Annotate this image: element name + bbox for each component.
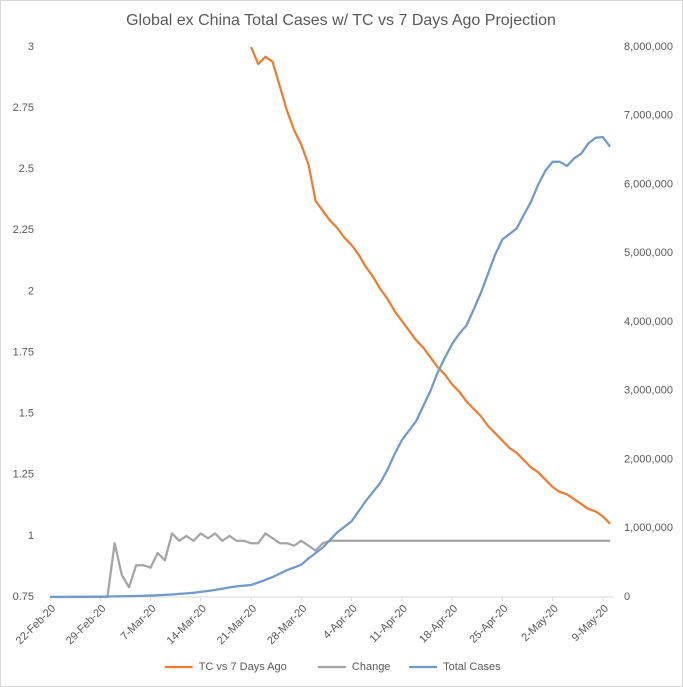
- legend-label: Total Cases: [443, 661, 501, 673]
- y-tick-label: 2: [28, 285, 34, 297]
- y-tick-label: 3: [28, 41, 34, 53]
- y2-tick-label: 7,000,000: [624, 110, 673, 122]
- y-tick-label: 1.25: [13, 469, 34, 481]
- y-tick-label: 1: [28, 530, 34, 542]
- y-tick-label: 2.5: [19, 163, 34, 175]
- y2-tick-label: 8,000,000: [624, 41, 673, 53]
- y-tick-label: 2.25: [13, 224, 34, 236]
- y2-tick-label: 1,000,000: [624, 522, 673, 534]
- y2-tick-label: 0: [624, 591, 630, 603]
- y-tick-label: 1.5: [19, 408, 34, 420]
- y-tick-label: 2.75: [13, 102, 34, 114]
- chart-title: Global ex China Total Cases w/ TC vs 7 D…: [126, 12, 556, 29]
- y2-tick-label: 2,000,000: [624, 453, 673, 465]
- y2-tick-label: 3,000,000: [624, 385, 673, 397]
- legend-label: Change: [352, 661, 391, 673]
- series-line: [250, 47, 611, 525]
- y2-tick-label: 5,000,000: [624, 247, 673, 259]
- y2-tick-label: 6,000,000: [624, 178, 673, 190]
- y-tick-label: 0.75: [13, 591, 34, 603]
- y2-tick-label: 4,000,000: [624, 316, 673, 328]
- series-line: [49, 135, 611, 599]
- legend-label: TC vs 7 Days Ago: [199, 661, 287, 673]
- y-tick-label: 1.75: [13, 346, 34, 358]
